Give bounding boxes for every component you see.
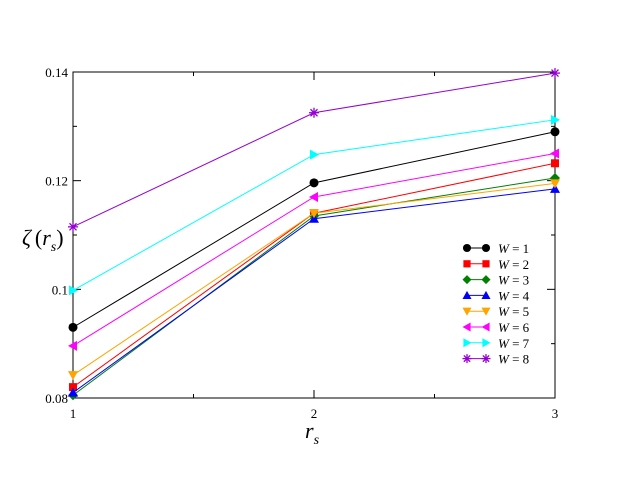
series-5 (68, 179, 560, 381)
data-point (462, 354, 472, 364)
legend-label: W = 2 (498, 257, 529, 272)
y-tick-label: 0.12 (45, 174, 68, 189)
data-point (463, 338, 472, 348)
legend-label: W = 4 (498, 288, 530, 303)
data-point (550, 179, 560, 189)
plot-frame (72, 71, 556, 399)
data-point (68, 322, 78, 332)
series-7 (69, 114, 560, 296)
data-point (309, 178, 319, 188)
data-point (69, 383, 77, 392)
data-point (463, 260, 471, 268)
legend-entry: W = 8 (462, 352, 529, 367)
y-tick-label: 0.08 (45, 391, 68, 406)
data-point (69, 285, 78, 296)
data-point (550, 148, 559, 159)
data-point (309, 209, 319, 219)
series-line (72, 72, 556, 228)
legend: W = 1W = 2W = 3W = 4W = 5W = 6W = 7W = 8 (462, 241, 530, 367)
data-point (462, 290, 472, 299)
legend-label: W = 3 (498, 273, 529, 288)
data-point (550, 68, 560, 79)
data-point (481, 354, 491, 364)
data-point (462, 322, 471, 332)
series-layer (68, 68, 560, 401)
data-point (68, 387, 78, 397)
legend-label: W = 7 (498, 336, 530, 351)
x-axis-label: rs (305, 418, 320, 448)
data-point (481, 243, 491, 253)
legend-label: W = 8 (498, 352, 529, 367)
series-1 (68, 127, 560, 332)
data-point (481, 290, 491, 299)
x-tick-label: 2 (311, 406, 318, 421)
data-point (68, 221, 78, 232)
data-point (309, 107, 319, 118)
data-point (310, 149, 319, 160)
data-point (462, 275, 472, 285)
legend-entry: W = 3 (462, 273, 529, 288)
data-point (481, 307, 491, 316)
data-point (309, 191, 318, 202)
data-point (68, 340, 77, 351)
data-point (462, 243, 472, 253)
x-tick-label: 3 (552, 406, 559, 421)
data-point (550, 127, 560, 137)
legend-entry: W = 5 (462, 304, 529, 319)
legend-entry: W = 1 (462, 241, 529, 256)
data-point (551, 114, 560, 125)
legend-label: W = 6 (498, 320, 530, 335)
data-point (551, 159, 559, 168)
data-point (68, 371, 78, 381)
legend-entry: W = 2 (463, 257, 529, 272)
series-8 (68, 68, 560, 232)
series-6 (68, 148, 559, 351)
data-point (482, 338, 491, 348)
x-tick-label: 1 (70, 406, 77, 421)
data-point (462, 307, 472, 316)
legend-entry: W = 6 (462, 320, 530, 335)
y-axis-label: ζ (rs) (22, 225, 64, 255)
data-point (481, 275, 491, 285)
y-tick-label: 0.1 (52, 282, 68, 297)
data-point (481, 322, 490, 332)
legend-label: W = 5 (498, 304, 529, 319)
y-tick-label: 0.14 (45, 65, 68, 80)
legend-entry: W = 4 (462, 288, 530, 303)
data-point (482, 260, 490, 268)
legend-label: W = 1 (498, 241, 529, 256)
legend-entry: W = 7 (463, 336, 530, 351)
